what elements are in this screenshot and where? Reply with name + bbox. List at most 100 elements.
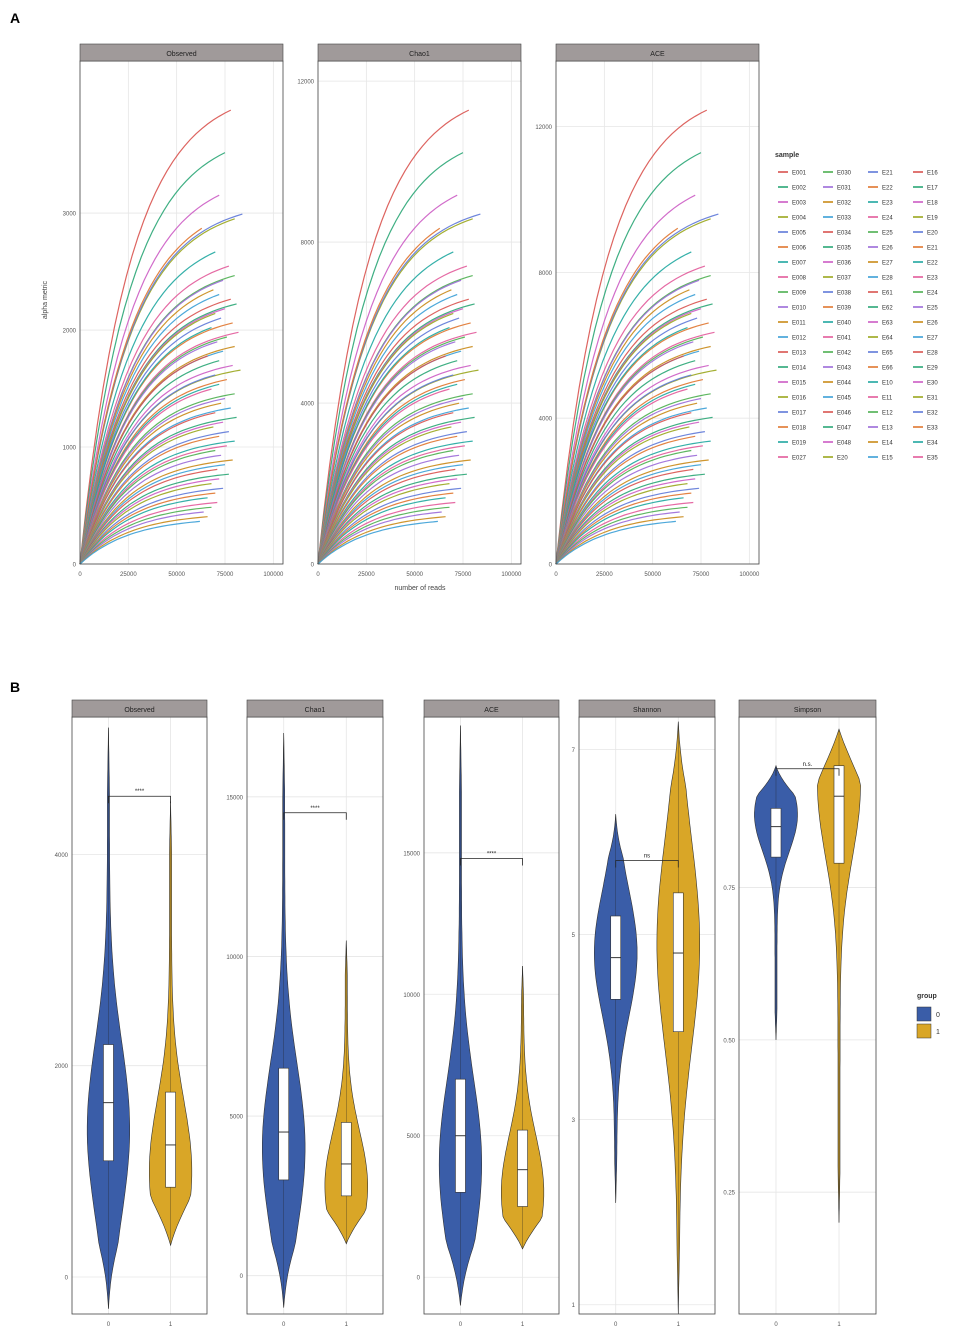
rarefaction-curve xyxy=(79,388,212,565)
y-tick-label: 3 xyxy=(572,1118,576,1124)
y-tick-label: 3000 xyxy=(63,212,77,218)
legend-label: E64 xyxy=(882,336,893,342)
facet-strip-label: Chao1 xyxy=(305,707,326,714)
legend-label: E23 xyxy=(927,276,938,282)
significance-label: n.s. xyxy=(803,762,813,768)
rarefaction-curve xyxy=(317,478,458,565)
legend-label: E33 xyxy=(927,426,938,432)
rarefaction-curve xyxy=(555,317,698,565)
x-tick-label: 1 xyxy=(521,1322,525,1328)
legend-label: E24 xyxy=(882,216,893,222)
legend-label: E22 xyxy=(882,186,893,192)
rarefaction-curve xyxy=(79,152,226,565)
rarefaction-curve xyxy=(317,265,468,565)
rarefaction-curve xyxy=(555,501,694,565)
x-tick-label: 100000 xyxy=(501,572,522,578)
significance-label: **** xyxy=(310,806,320,812)
y-tick-label: 0 xyxy=(549,563,553,569)
legend-label: E009 xyxy=(792,291,807,297)
group-legend-title: group xyxy=(917,993,937,1000)
y-tick-label: 0 xyxy=(240,1274,244,1280)
rarefaction-curve xyxy=(555,298,707,565)
legend-label: E22 xyxy=(927,261,938,267)
rarefaction-curve xyxy=(317,360,458,565)
rarefaction-curve xyxy=(555,341,694,565)
rarefaction-curve xyxy=(317,293,458,565)
rarefaction-curve xyxy=(317,497,446,565)
rarefaction-curve xyxy=(317,364,471,565)
facet-strip xyxy=(555,43,760,62)
legend-label: E34 xyxy=(927,441,938,447)
sample-legend-title: sample xyxy=(775,152,799,159)
rarefaction-curve xyxy=(555,426,690,565)
rarefaction-curve xyxy=(555,492,692,565)
rarefaction-curve xyxy=(79,520,200,565)
y-tick-label: 8000 xyxy=(539,271,553,277)
legend-label: E25 xyxy=(927,306,938,312)
y-tick-label: 5000 xyxy=(230,1115,244,1121)
rarefaction-curve xyxy=(317,520,438,565)
rarefaction-curve xyxy=(317,152,464,565)
rarefaction-curve xyxy=(317,449,454,565)
y-tick-label: 0 xyxy=(311,563,315,569)
legend-label: E24 xyxy=(927,291,938,297)
rarefaction-curve xyxy=(79,402,222,565)
legend-label: E17 xyxy=(927,186,938,192)
facet-strip-label: Observed xyxy=(124,707,154,714)
y-tick-label: 15000 xyxy=(226,795,243,801)
legend-label: E23 xyxy=(882,201,893,207)
rarefaction-curve xyxy=(79,445,227,565)
legend-label: E006 xyxy=(792,246,807,252)
rarefaction-curve xyxy=(79,506,212,565)
rarefaction-curve xyxy=(555,402,698,565)
rarefaction-curve xyxy=(79,511,204,565)
significance-bracket xyxy=(283,812,347,820)
y-tick-label: 15000 xyxy=(403,851,420,857)
rarefaction-curve xyxy=(555,440,711,565)
panel-label-a: A xyxy=(10,10,20,26)
significance-bracket xyxy=(615,860,679,868)
rarefaction-facets: Observed 0 1000 2000 3000 0 25000 50000 75000 100… xyxy=(63,43,760,578)
y-tick-label: 8000 xyxy=(301,241,315,247)
rarefaction-curve xyxy=(555,511,680,565)
legend-label: E007 xyxy=(792,261,807,267)
rarefaction-curve xyxy=(555,449,692,565)
rarefaction-curve xyxy=(317,487,462,565)
legend-label: E15 xyxy=(882,456,893,462)
facet-strip xyxy=(317,43,522,62)
y-tick-label: 4000 xyxy=(539,417,553,423)
rarefaction-curve xyxy=(555,360,696,565)
box-iqr xyxy=(517,1129,528,1207)
legend-label: E010 xyxy=(792,306,807,312)
box-iqr xyxy=(278,1067,290,1181)
x-tick-label: 0 xyxy=(78,572,82,578)
x-tick-label: 1 xyxy=(169,1322,173,1328)
legend-label: E26 xyxy=(882,246,893,252)
rarefaction-curve xyxy=(79,473,229,565)
rarefaction-curve xyxy=(79,478,220,565)
legend-label: E043 xyxy=(837,366,852,372)
group-legend: group 0 1 xyxy=(916,993,940,1039)
rarefaction-curve xyxy=(79,109,232,565)
panel-label-b: B xyxy=(10,679,20,695)
x-tick-label: 25000 xyxy=(358,572,375,578)
rarefaction-curve xyxy=(79,459,233,565)
y-tick-label: 0 xyxy=(73,563,77,569)
rarefaction-curve xyxy=(317,511,442,565)
legend-key-group-1 xyxy=(916,1023,932,1039)
legend-label: E045 xyxy=(837,396,852,402)
rarefaction-curve xyxy=(555,520,676,565)
facet-strip xyxy=(79,43,284,62)
legend-label: E016 xyxy=(792,396,807,402)
rarefaction-curve xyxy=(317,402,460,565)
y-tick-label: 7 xyxy=(572,748,576,754)
rarefaction-curve xyxy=(555,265,706,565)
rarefaction-curve xyxy=(79,449,216,565)
y-tick-label: 4000 xyxy=(301,402,315,408)
y-tick-label: 0.25 xyxy=(723,1191,735,1197)
y-tick-label: 10000 xyxy=(403,993,420,999)
violin-facet-shannon: ns Shannon 1 3 5 7 0 1 xyxy=(572,699,716,1328)
legend-label: E61 xyxy=(882,291,893,297)
legend-label: E005 xyxy=(792,231,807,237)
violin-facet-ace: **** ACE 0 5000 10000 15000 0 1 xyxy=(403,699,560,1328)
